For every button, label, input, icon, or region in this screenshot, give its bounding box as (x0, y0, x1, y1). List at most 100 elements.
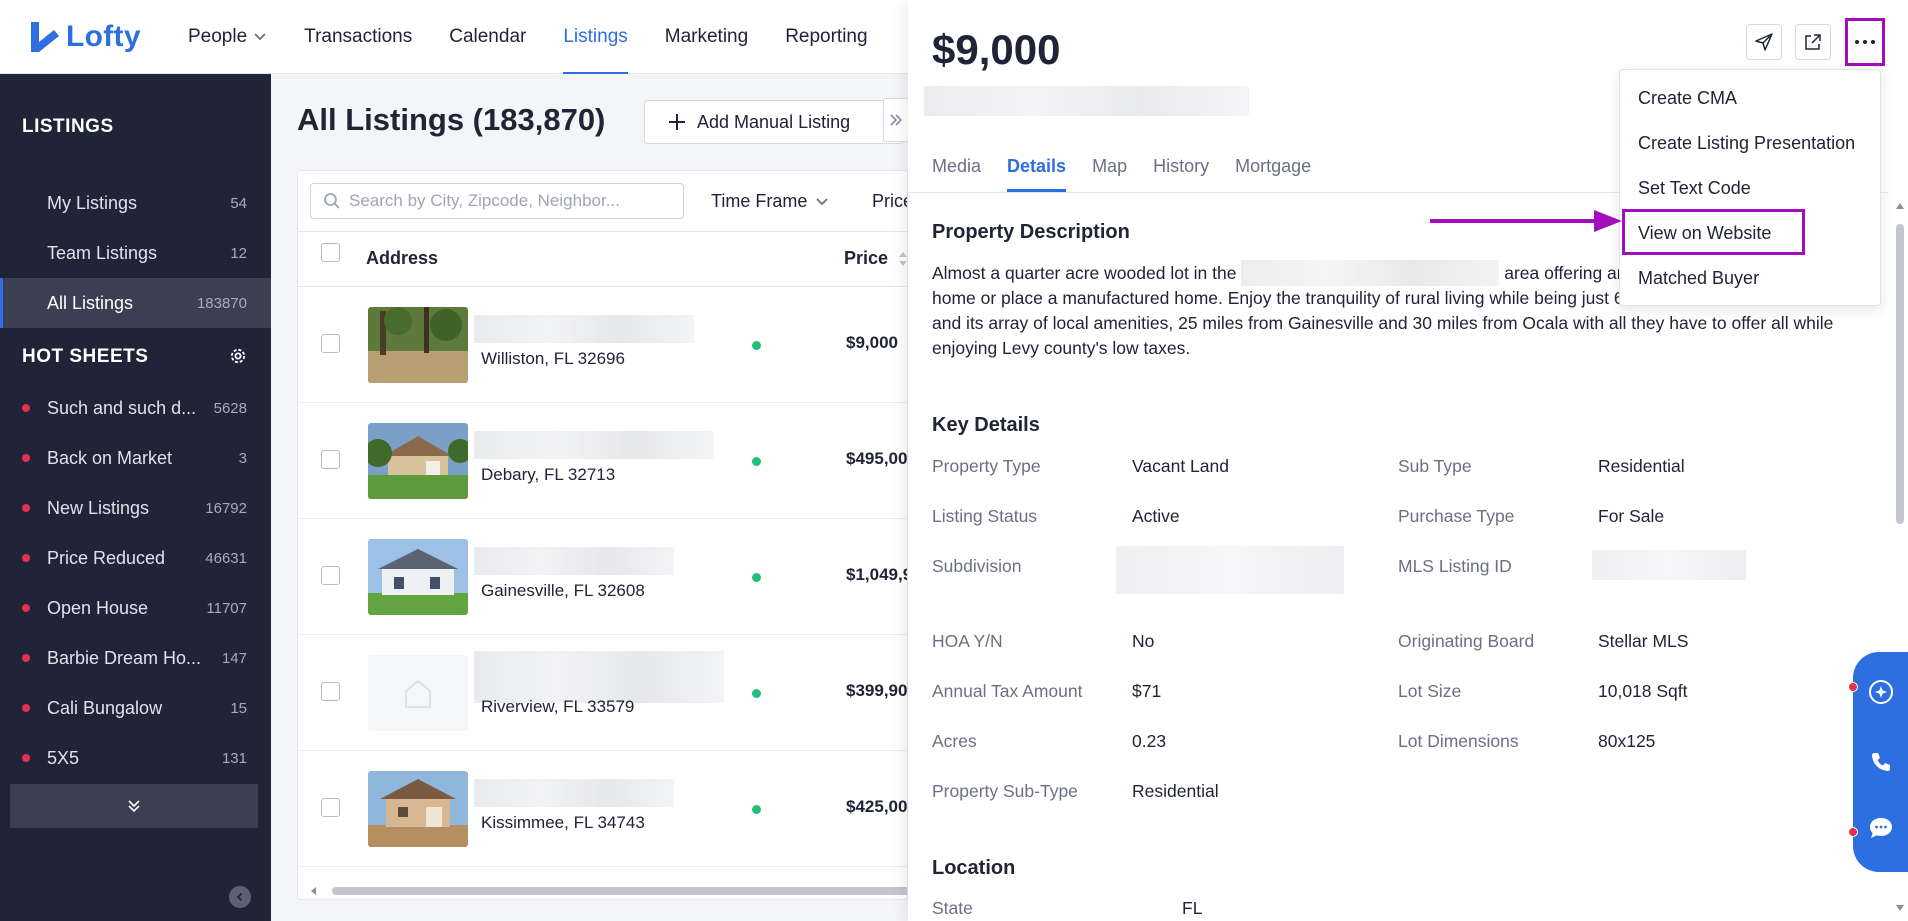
listing-photo[interactable] (368, 771, 468, 847)
sidebar-item-count: 46631 (205, 549, 247, 567)
double-chevron-down-icon (128, 800, 140, 813)
key-value-annual-tax: $71 (1132, 681, 1162, 701)
menu-item-view-on-website[interactable]: View on Website (1638, 223, 1772, 243)
listing-city: Debary, FL 32713 (481, 465, 616, 484)
phone-button[interactable] (1867, 748, 1895, 776)
search-box (310, 183, 684, 219)
scroll-down-arrow-icon (1896, 905, 1904, 911)
row-checkbox[interactable] (321, 334, 340, 353)
vertical-scrollbar[interactable] (1892, 196, 1908, 921)
nav-item-people[interactable]: People (188, 0, 267, 74)
annotation-highlight-view-on-website (1622, 209, 1805, 255)
row-checkbox[interactable] (321, 566, 340, 585)
share-listing-button[interactable] (1795, 24, 1831, 60)
listings-main: All Listings (183,870) Add Manual Listin… (271, 74, 909, 921)
detail-price: $9,000 (932, 26, 1061, 73)
time-frame-filter[interactable]: Time Frame (711, 191, 829, 212)
key-label-property-type: Property Type (932, 456, 1041, 476)
table-row[interactable]: Debary, FL 32713 $495,000 (298, 403, 907, 519)
listing-city: Riverview, FL 33579 (481, 697, 635, 716)
sidebar-item-all-listings[interactable]: All Listings 183870 (0, 278, 271, 328)
assistant-button[interactable] (1867, 678, 1895, 706)
key-label-subdivision: Subdivision (932, 556, 1022, 576)
key-value-originating-board: Stellar MLS (1598, 631, 1689, 651)
app-logo[interactable]: Lofty (28, 20, 188, 54)
price-filter-label: Price (872, 191, 907, 211)
chat-button[interactable] (1867, 814, 1895, 842)
sidebar-item-label: Open House (47, 597, 149, 618)
table-row[interactable]: Williston, FL 32696 $9,000 (298, 287, 907, 403)
menu-item-create-cma[interactable]: Create CMA (1638, 88, 1738, 108)
row-checkbox[interactable] (321, 450, 340, 469)
nav-item-marketing[interactable]: Marketing (665, 0, 748, 74)
row-checkbox[interactable] (321, 682, 340, 701)
sidebar-hotsheet-item[interactable]: New Listings 16792 (0, 483, 271, 533)
send-listing-button[interactable] (1746, 24, 1782, 60)
more-actions-button[interactable] (1847, 24, 1883, 60)
horizontal-scrollbar-thumb[interactable] (332, 887, 907, 895)
annotation-arrow-line (1430, 219, 1600, 223)
listing-photo[interactable] (368, 655, 468, 731)
hotsheet-dot (22, 604, 30, 612)
row-checkbox[interactable] (321, 798, 340, 817)
sidebar-hotsheet-item[interactable]: Cali Bungalow 15 (0, 683, 271, 733)
vertical-scrollbar-thumb[interactable] (1896, 224, 1904, 524)
expand-panel-button[interactable] (883, 98, 909, 142)
main-nav: People Transactions Calendar Listings Ma… (188, 0, 905, 75)
column-header-price[interactable]: Price (844, 248, 907, 269)
menu-item-create-listing-presentation[interactable]: Create Listing Presentation (1638, 133, 1856, 153)
tab-media[interactable]: Media (932, 156, 982, 176)
share-icon (1805, 34, 1821, 50)
tab-mortgage[interactable]: Mortgage (1235, 156, 1312, 176)
key-value-lot-size: 10,018 Sqft (1598, 681, 1688, 701)
table-row[interactable]: Kissimmee, FL 34743 $425,000 (298, 751, 907, 867)
nav-item-calendar[interactable]: Calendar (449, 0, 526, 74)
sidebar-item-my-listings[interactable]: My Listings 54 (0, 178, 271, 228)
send-icon (1755, 33, 1773, 51)
hot-sheets-settings-button[interactable] (228, 346, 248, 366)
key-label-listing-status: Listing Status (932, 506, 1038, 526)
sidebar-hotsheet-item[interactable]: Price Reduced 46631 (0, 533, 271, 583)
nav-item-transactions[interactable]: Transactions (304, 0, 412, 74)
collapse-left-icon (236, 892, 243, 902)
sidebar-item-label: Back on Market (47, 447, 173, 468)
search-input[interactable] (349, 191, 669, 211)
tab-map[interactable]: Map (1092, 156, 1128, 176)
menu-item-set-text-code[interactable]: Set Text Code (1638, 178, 1751, 198)
detail-tabs: Media Details Map History Mortgage (932, 156, 1337, 192)
sidebar-hotsheet-item[interactable]: 5X5 131 (0, 733, 271, 783)
select-all-checkbox[interactable] (321, 243, 340, 262)
nav-item-reporting[interactable]: Reporting (785, 0, 867, 74)
sidebar-hotsheet-item[interactable]: Open House 11707 (0, 583, 271, 633)
tab-details[interactable]: Details (1007, 156, 1067, 192)
hotsheet-dot (22, 704, 30, 712)
sidebar-hotsheet-item[interactable]: Back on Market 3 (0, 433, 271, 483)
collapse-sidebar-button[interactable] (229, 886, 251, 908)
key-value-hoa: No (1132, 631, 1155, 651)
price-filter[interactable]: Price (872, 191, 907, 212)
listing-price: $1,049,900 (846, 565, 907, 584)
hotsheet-dot (22, 654, 30, 662)
chevron-down-icon (816, 197, 828, 205)
sidebar-hotsheet-item[interactable]: Such and such d... 5628 (0, 383, 271, 433)
sidebar-item-team-listings[interactable]: Team Listings 12 (0, 228, 271, 278)
horizontal-scrollbar[interactable] (308, 885, 907, 897)
hotsheet-dot (22, 554, 30, 562)
table-row[interactable]: Riverview, FL 33579 $399,900 (298, 635, 908, 751)
listing-price: $399,900 (846, 681, 908, 700)
address-redacted (474, 547, 674, 575)
sidebar: LISTINGS My Listings 54 Team Listings 12… (0, 74, 271, 921)
listing-photo[interactable] (368, 307, 468, 383)
nav-item-listings[interactable]: Listings (563, 0, 629, 75)
listing-city: Kissimmee, FL 34743 (481, 813, 645, 832)
menu-item-matched-buyer[interactable]: Matched Buyer (1638, 268, 1760, 288)
tab-history[interactable]: History (1153, 156, 1210, 176)
nav-item-label: Marketing (664, 25, 749, 47)
table-row[interactable]: Gainesville, FL 32608 $1,049,900 (298, 519, 907, 635)
show-more-hotsheets-button[interactable] (10, 784, 258, 828)
sidebar-hotsheet-item[interactable]: Barbie Dream Ho... 147 (0, 633, 271, 683)
add-manual-listing-button[interactable]: Add Manual Listing (644, 100, 904, 144)
listing-photo[interactable] (368, 539, 468, 615)
key-label-property-sub-type: Property Sub-Type (932, 781, 1078, 801)
listing-photo[interactable] (368, 423, 468, 499)
